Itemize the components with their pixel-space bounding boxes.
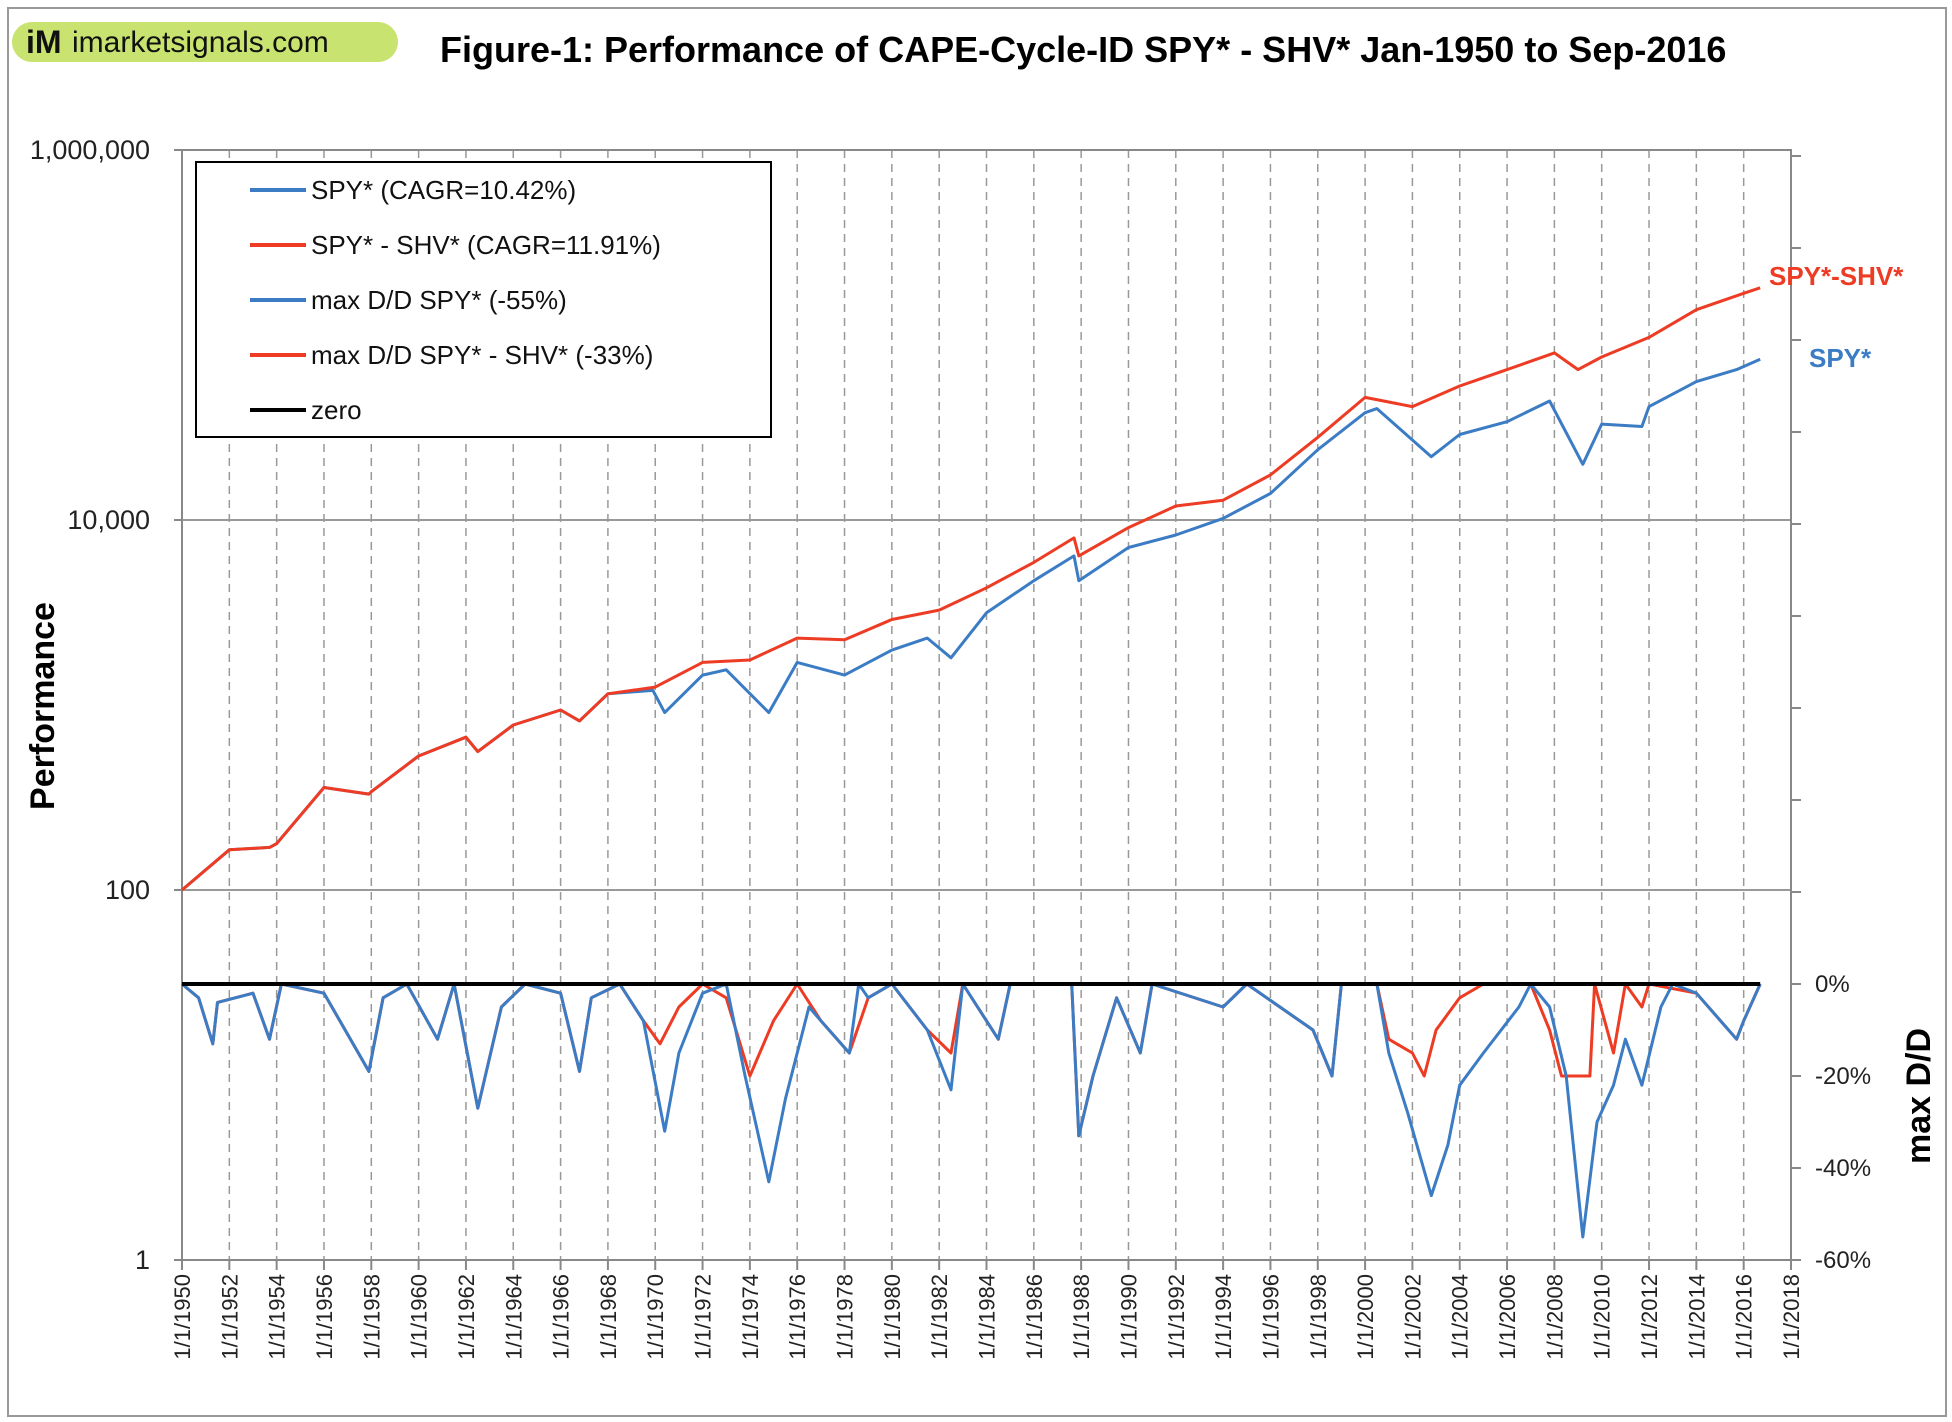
- x-tick-label: 1/1/1992: [1164, 1274, 1189, 1360]
- left-tick-label: 1: [135, 1245, 150, 1275]
- x-tick-label: 1/1/1960: [407, 1274, 432, 1360]
- x-tick-label: 1/1/2014: [1684, 1274, 1709, 1360]
- chart-title: Figure-1: Performance of CAPE-Cycle-ID S…: [440, 29, 1726, 70]
- right-axis: 0% -20% -40% -60%: [1791, 155, 1871, 1274]
- right-tick-label: 0%: [1815, 971, 1850, 998]
- x-tick-label: 1/1/1972: [691, 1274, 716, 1360]
- x-tick-label: 1/1/2010: [1590, 1274, 1615, 1360]
- series-label-red: SPY*-SHV*: [1769, 261, 1904, 291]
- logo-pill: [12, 22, 398, 62]
- x-tick-label: 1/1/1974: [738, 1274, 763, 1360]
- x-tick-label: 1/1/1976: [785, 1274, 810, 1360]
- x-tick-label: 1/1/1964: [501, 1274, 526, 1360]
- left-tick-label: 1,000,000: [30, 135, 150, 165]
- left-tick-label: 10,000: [67, 505, 150, 535]
- x-tick-label: 1/1/1982: [927, 1274, 952, 1360]
- logo-name: imarketsignals.com: [72, 26, 329, 59]
- y-axis-label-right: max D/D: [1900, 1028, 1938, 1164]
- legend-entry-label: zero: [311, 395, 362, 425]
- x-tick-label: 1/1/1954: [265, 1274, 290, 1360]
- x-tick-label: 1/1/2016: [1732, 1274, 1757, 1360]
- legend-entry-label: SPY* (CAGR=10.42%): [311, 175, 576, 205]
- x-tick-label: 1/1/1952: [217, 1274, 242, 1360]
- x-tick-label: 1/1/2004: [1448, 1274, 1473, 1360]
- x-tick-label: 1/1/1984: [975, 1274, 1000, 1360]
- x-tick-label: 1/1/1980: [880, 1274, 905, 1360]
- logo-mark: iM: [26, 24, 62, 60]
- x-tick-label: 1/1/1956: [312, 1274, 337, 1360]
- legend-entry-label: max D/D SPY* - SHV* (-33%): [311, 340, 653, 370]
- x-tick-label: 1/1/2000: [1353, 1274, 1378, 1360]
- series-lines: [181, 286, 1762, 1239]
- y-axis-label-left: Performance: [24, 602, 62, 810]
- x-tick-label: 1/1/1990: [1116, 1274, 1141, 1360]
- x-tick-label: 1/1/1962: [454, 1274, 479, 1360]
- x-tick-label: 1/1/1958: [359, 1274, 384, 1360]
- x-tick-label: 1/1/2006: [1495, 1274, 1520, 1360]
- logo: iM imarketsignals.com: [12, 22, 398, 62]
- right-tick-label: -60%: [1815, 1247, 1871, 1274]
- x-tick-label: 1/1/1998: [1306, 1274, 1331, 1360]
- series-line-2: [181, 982, 1762, 1239]
- x-tick-label: 1/1/1986: [1022, 1274, 1047, 1360]
- left-tick-label: 100: [105, 875, 150, 905]
- x-tick-label: 1/1/2008: [1542, 1274, 1567, 1360]
- x-tick-label: 1/1/1994: [1211, 1274, 1236, 1360]
- right-tick-label: -20%: [1815, 1063, 1871, 1090]
- x-tick-label: 1/1/1968: [596, 1274, 621, 1360]
- x-tick-label: 1/1/2018: [1779, 1274, 1804, 1360]
- x-tick-label: 1/1/1950: [170, 1274, 195, 1360]
- series-line-1: [181, 286, 1761, 892]
- x-tick-label: 1/1/1988: [1069, 1274, 1094, 1360]
- left-axis: 1,000,000 10,000 100 1: [30, 135, 182, 1275]
- x-tick-label: 1/1/2012: [1637, 1274, 1662, 1360]
- x-tick-label: 1/1/2002: [1400, 1274, 1425, 1360]
- x-tick-label: 1/1/1996: [1258, 1274, 1283, 1360]
- x-tick-label: 1/1/1970: [643, 1274, 668, 1360]
- series-label-blue: SPY*: [1809, 343, 1872, 373]
- legend-entry-label: max D/D SPY* (-55%): [311, 285, 567, 315]
- legend: SPY* (CAGR=10.42%) SPY* - SHV* (CAGR=11.9…: [195, 161, 772, 438]
- legend-entry-label: SPY* - SHV* (CAGR=11.91%): [311, 230, 661, 260]
- x-tick-label: 1/1/1966: [549, 1274, 574, 1360]
- x-axis: 1/1/1950 1/1/1952 1/1/1954 1/1/1956 1/1/1958…: [170, 1260, 1804, 1360]
- x-tick-label: 1/1/1978: [833, 1274, 858, 1360]
- right-tick-label: -40%: [1815, 1155, 1871, 1182]
